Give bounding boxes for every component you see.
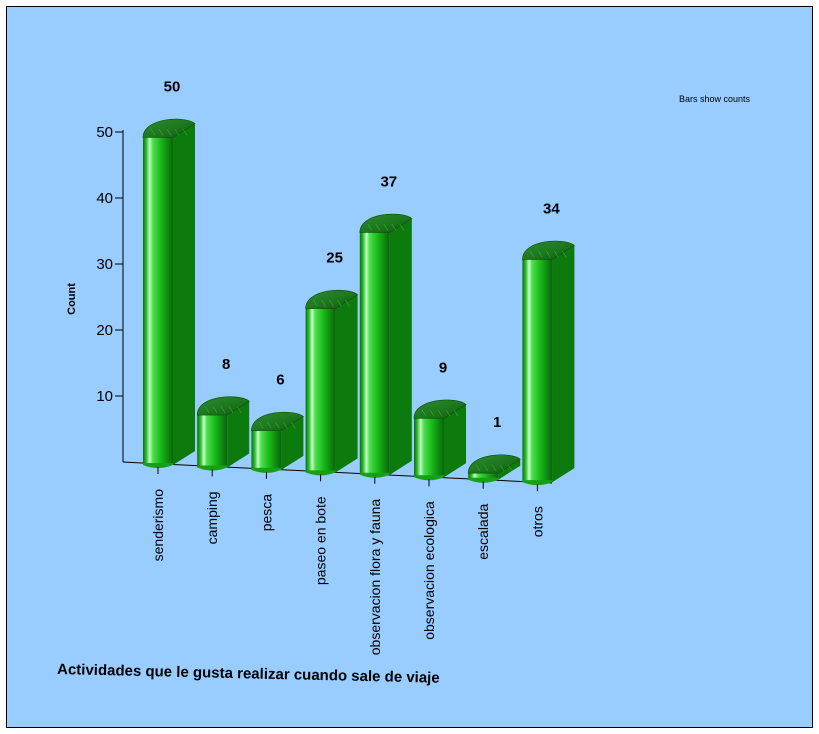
y-tick-label: 10 <box>96 388 113 405</box>
bars <box>142 118 575 486</box>
chart-frame: 10 20 30 40 50 50 8 6 25 37 9 1 34 senderismo campin… <box>6 6 813 728</box>
bar <box>522 240 575 486</box>
data-label: 34 <box>543 200 560 217</box>
bar <box>359 213 413 478</box>
bar <box>251 411 304 473</box>
bar <box>413 399 467 481</box>
data-label: 1 <box>493 414 501 431</box>
category-label: pesca <box>258 494 274 532</box>
data-labels: 50 8 6 25 37 9 1 34 <box>164 79 561 432</box>
category-label: camping <box>204 491 220 544</box>
data-label: 9 <box>439 359 447 376</box>
bar-chart: 10 20 30 40 50 50 8 6 25 37 9 1 34 senderismo campin… <box>57 79 751 687</box>
category-label: otros <box>529 506 545 537</box>
category-label: observacion flora y fauna <box>367 499 383 656</box>
bar <box>142 118 196 468</box>
bar <box>196 396 250 471</box>
x-axis-title: Actividades que le gusta realizar cuando… <box>57 661 440 687</box>
y-axis-label: Count <box>66 283 78 315</box>
category-label: observacion ecologica <box>421 501 437 640</box>
bar <box>305 289 359 476</box>
data-label: 50 <box>164 79 181 96</box>
data-label: 8 <box>222 356 230 373</box>
data-label: 25 <box>326 250 343 267</box>
y-tick-label: 20 <box>96 322 113 339</box>
category-label: escalada <box>475 503 491 559</box>
y-tick-label: 30 <box>96 256 113 273</box>
data-label: 6 <box>276 372 284 389</box>
data-label: 37 <box>380 173 397 190</box>
bars-show-counts-note: Bars show counts <box>679 94 751 104</box>
category-label: senderismo <box>150 489 166 562</box>
bar <box>467 454 521 483</box>
category-label: paseo en bote <box>313 496 329 585</box>
y-tick-label: 40 <box>96 190 113 207</box>
y-ticks: 10 20 30 40 50 <box>96 124 123 405</box>
y-tick-label: 50 <box>96 124 113 141</box>
category-labels: senderismo camping pesca paseo en bote obser… <box>150 467 545 655</box>
